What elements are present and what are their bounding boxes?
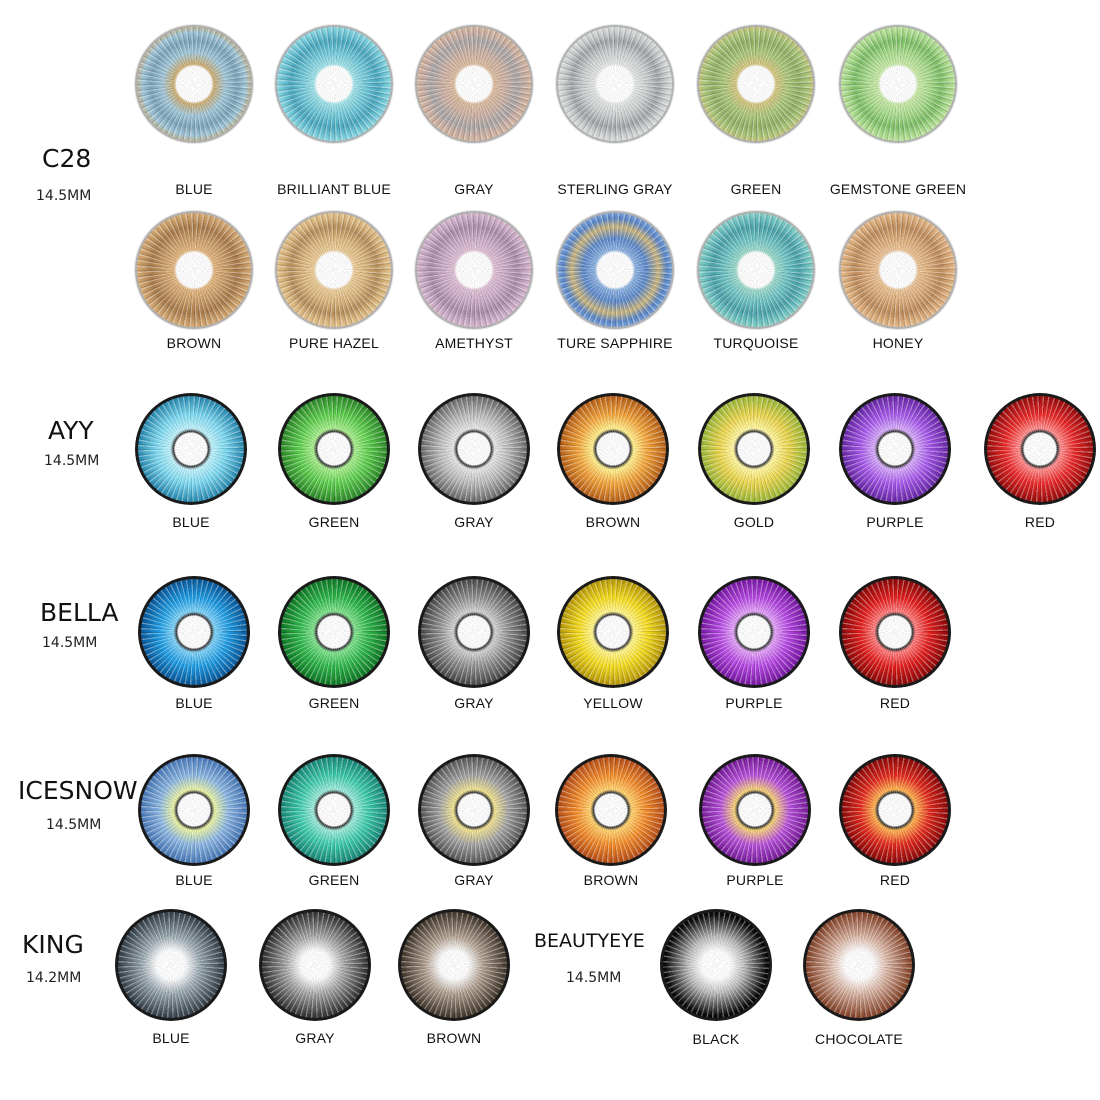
lens-label: GREEN <box>308 695 360 711</box>
lens-label: PURPLE <box>726 872 784 888</box>
lens-c28-green <box>697 25 815 143</box>
lens-c28-pure-hazel <box>275 211 393 329</box>
lens-label: HONEY <box>872 335 924 351</box>
lens-ayy-red <box>984 393 1096 505</box>
lens-label: GREEN <box>308 872 360 888</box>
lens-ayy-purple <box>839 393 951 505</box>
lens-ayy-blue <box>135 393 247 505</box>
lens-c28-sterling-gray <box>556 25 674 143</box>
lens-c28-honey <box>839 211 957 329</box>
lens-label: CHOCOLATE <box>815 1031 903 1047</box>
lens-bella-gray <box>418 576 530 688</box>
lens-icesnow-red <box>839 754 951 866</box>
lens-label: GREEN <box>308 514 360 530</box>
lens-icesnow-gray <box>418 754 530 866</box>
lens-label: BROWN <box>166 335 222 351</box>
lens-label: BROWN <box>426 1030 482 1046</box>
lens-label: GRAY <box>295 1030 335 1046</box>
lens-beautyeye-black <box>660 909 772 1021</box>
lens-label: BLUE <box>175 695 213 711</box>
lens-c28-turquoise <box>697 211 815 329</box>
lens-bella-blue <box>138 576 250 688</box>
series-size-icesnow: 14.5MM <box>46 817 102 833</box>
lens-c28-amethyst <box>415 211 533 329</box>
lens-ayy-gold <box>698 393 810 505</box>
lens-bella-red <box>839 576 951 688</box>
lens-label: GRAY <box>454 181 494 197</box>
lens-icesnow-green <box>278 754 390 866</box>
lens-label: PURPLE <box>725 695 783 711</box>
series-title-bella: BELLA <box>40 598 119 627</box>
lens-icesnow-blue <box>138 754 250 866</box>
series-title-icesnow: ICESNOW <box>18 776 138 805</box>
lens-label: BLUE <box>175 872 213 888</box>
lens-label: BROWN <box>583 872 639 888</box>
series-title-king: KING <box>22 930 84 959</box>
lens-label: BLUE <box>152 1030 190 1046</box>
lens-king-gray <box>259 909 371 1021</box>
lens-bella-green <box>278 576 390 688</box>
lens-c28-brown <box>135 211 253 329</box>
lens-label: GREEN <box>730 181 782 197</box>
series-title-ayy: AYY <box>48 416 94 445</box>
lens-king-blue <box>115 909 227 1021</box>
series-size-ayy: 14.5MM <box>44 453 100 469</box>
lens-ayy-green <box>278 393 390 505</box>
lens-label: BLUE <box>172 514 210 530</box>
lens-bella-purple <box>698 576 810 688</box>
series-size-c28: 14.5MM <box>36 188 92 204</box>
lens-label: GRAY <box>454 514 494 530</box>
lens-c28-brilliant-blue <box>275 25 393 143</box>
lens-ayy-gray <box>418 393 530 505</box>
lens-icesnow-brown <box>555 754 667 866</box>
lens-c28-blue <box>135 25 253 143</box>
lens-label: AMETHYST <box>435 335 513 351</box>
series-title-beautyeye: BEAUTYEYE <box>534 930 645 952</box>
series-size-beautyeye: 14.5MM <box>566 970 622 986</box>
lens-label: PURPLE <box>866 514 924 530</box>
lens-c28-ture-sapphire <box>556 211 674 329</box>
lens-label: BROWN <box>585 514 641 530</box>
lens-bella-yellow <box>557 576 669 688</box>
lens-label: BLUE <box>175 181 213 197</box>
lens-label: TURQUOISE <box>713 335 799 351</box>
series-title-c28: C28 <box>42 144 92 173</box>
lens-ayy-brown <box>557 393 669 505</box>
lens-label: GEMSTONE GREEN <box>829 181 967 197</box>
lens-label: TURE SAPPHIRE <box>557 335 673 351</box>
lens-icesnow-purple <box>699 754 811 866</box>
lens-label: BLACK <box>692 1031 740 1047</box>
lens-label: YELLOW <box>583 695 643 711</box>
lens-label: RED <box>1024 514 1056 530</box>
lens-label: BRILLIANT BLUE <box>277 181 391 197</box>
lens-label: GRAY <box>454 872 494 888</box>
series-size-bella: 14.5MM <box>42 635 98 651</box>
lens-beautyeye-chocolate <box>803 909 915 1021</box>
series-size-king: 14.2MM <box>26 970 82 986</box>
lens-king-brown <box>398 909 510 1021</box>
lens-label: PURE HAZEL <box>289 335 379 351</box>
lens-c28-gemstone-green <box>839 25 957 143</box>
lens-label: RED <box>879 695 911 711</box>
lens-c28-gray <box>415 25 533 143</box>
lens-label: STERLING GRAY <box>557 181 673 197</box>
lens-label: RED <box>879 872 911 888</box>
lens-label: GRAY <box>454 695 494 711</box>
lens-label: GOLD <box>733 514 775 530</box>
